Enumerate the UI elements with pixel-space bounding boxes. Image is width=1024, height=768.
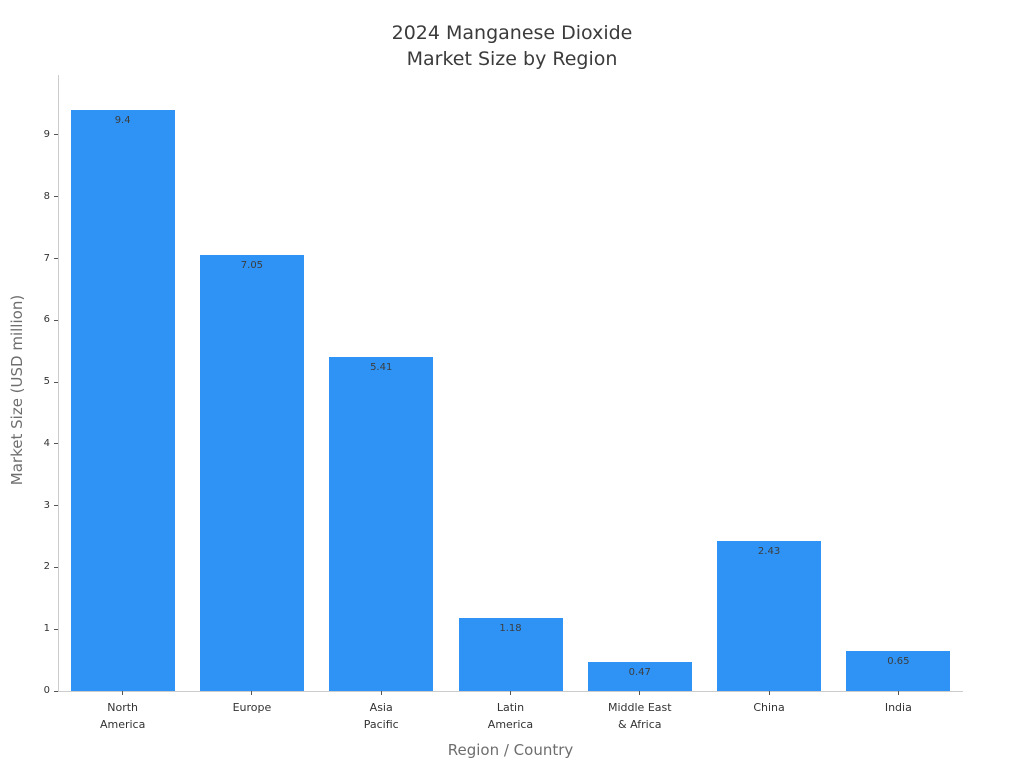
y-tick-label: 4	[43, 437, 50, 449]
bar-asia-pacific	[329, 356, 434, 691]
x-tick-label-north-america: North America	[99, 701, 146, 731]
plot-area: 0 1 2 3 4 5 6 7 8 9 9.4 7.05 5.41 1.18 0.47 2.43 0.65 N…	[44, 75, 963, 731]
y-tick-label: 9	[43, 128, 50, 140]
x-tick-label-china: China	[753, 701, 785, 714]
y-axis-title: Market Size (USD million)	[8, 294, 26, 486]
y-tick-mark	[54, 381, 58, 383]
bar-europe	[199, 255, 304, 691]
y-tick-mark	[54, 196, 58, 198]
x-tick-label-latin-america: Latin America	[487, 701, 534, 731]
x-axis-title: Region / Country	[447, 741, 574, 759]
chart-title: 2024 Manganese Dioxide Market Size by Re…	[391, 22, 633, 70]
bar-north-america	[70, 110, 175, 691]
x-tick-mark	[897, 691, 899, 695]
x-tick-mark	[510, 691, 511, 695]
bar-india	[846, 650, 951, 691]
y-tick-label: 8	[43, 190, 50, 202]
bar-value-label-china: 2.43	[757, 545, 781, 557]
y-tick-label: 5	[43, 376, 50, 388]
y-tick-mark	[54, 319, 58, 321]
x-tick-mark	[251, 691, 253, 695]
x-tick-label-india: India	[884, 701, 912, 714]
y-tick-label: 0	[43, 685, 50, 696]
x-tick-mark	[122, 691, 124, 695]
y-tick-mark	[54, 628, 58, 630]
bar-value-label-north-america: 9.4	[114, 115, 131, 127]
bar-value-label-asia-pacific: 5.41	[370, 361, 393, 373]
bar-middle-east-africa	[587, 661, 692, 691]
bar-latin-america	[458, 618, 563, 691]
y-tick-label: 3	[43, 499, 50, 511]
x-tick-mark	[639, 691, 641, 695]
y-tick-mark	[54, 258, 58, 259]
x-tick-mark	[380, 691, 382, 695]
bar-value-label-middle-east-africa: 0.47	[628, 666, 651, 678]
x-tick-mark	[768, 691, 770, 695]
bar-value-label-india: 0.65	[887, 655, 910, 667]
y-tick-mark	[54, 690, 58, 692]
y-tick-mark	[54, 566, 58, 568]
x-tick-label-asia-pacific: Asia Pacific	[363, 701, 399, 731]
y-tick-label: 1	[43, 623, 50, 635]
y-tick-label: 6	[43, 314, 50, 326]
y-tick-mark	[54, 134, 58, 136]
y-tick-mark	[54, 505, 58, 507]
bar-value-label-latin-america: 1.18	[499, 623, 522, 635]
bar-value-label-europe: 7.05	[240, 260, 264, 272]
y-axis-line	[58, 75, 59, 691]
y-tick-mark	[54, 443, 58, 445]
x-tick-label-middle-east-africa: Middle East & Africa	[607, 701, 672, 731]
y-tick-label: 2	[43, 561, 50, 573]
x-tick-label-europe: Europe	[232, 701, 272, 714]
y-tick-label: 7	[43, 252, 50, 264]
bar-china	[717, 540, 822, 691]
